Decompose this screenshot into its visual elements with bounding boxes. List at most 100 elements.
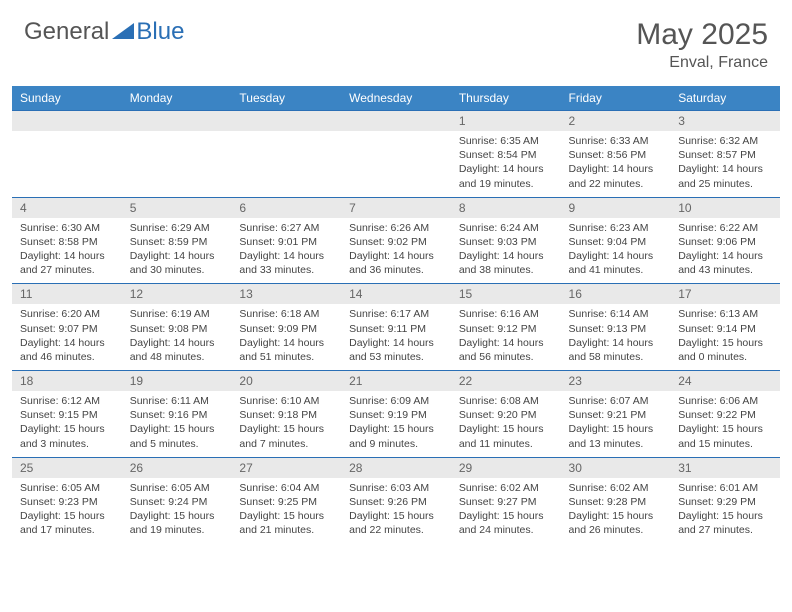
sunset-text: Sunset: 9:03 PM — [459, 235, 553, 249]
day-content-row: Sunrise: 6:12 AMSunset: 9:15 PMDaylight:… — [12, 391, 780, 457]
day-content-cell: Sunrise: 6:16 AMSunset: 9:12 PMDaylight:… — [451, 304, 561, 370]
sunset-text: Sunset: 8:58 PM — [20, 235, 114, 249]
daylight-text: Daylight: 14 hours and 48 minutes. — [130, 336, 224, 364]
sunset-text: Sunset: 9:07 PM — [20, 322, 114, 336]
sunset-text: Sunset: 9:11 PM — [349, 322, 443, 336]
day-number-cell: 8 — [451, 197, 561, 218]
sunrise-text: Sunrise: 6:22 AM — [678, 221, 772, 235]
sunrise-text: Sunrise: 6:20 AM — [20, 307, 114, 321]
day-content-cell: Sunrise: 6:10 AMSunset: 9:18 PMDaylight:… — [231, 391, 341, 457]
day-number-cell: 31 — [670, 457, 780, 478]
daylight-text: Daylight: 15 hours and 3 minutes. — [20, 422, 114, 450]
daylight-text: Daylight: 15 hours and 7 minutes. — [239, 422, 333, 450]
day-content-cell: Sunrise: 6:08 AMSunset: 9:20 PMDaylight:… — [451, 391, 561, 457]
day-content-cell — [231, 131, 341, 197]
day-content-cell: Sunrise: 6:07 AMSunset: 9:21 PMDaylight:… — [561, 391, 671, 457]
daylight-text: Daylight: 14 hours and 43 minutes. — [678, 249, 772, 277]
logo: General Blue — [24, 18, 184, 46]
sunrise-text: Sunrise: 6:27 AM — [239, 221, 333, 235]
sunrise-text: Sunrise: 6:06 AM — [678, 394, 772, 408]
daylight-text: Daylight: 15 hours and 17 minutes. — [20, 509, 114, 537]
day-number: 8 — [459, 201, 466, 215]
sunrise-text: Sunrise: 6:12 AM — [20, 394, 114, 408]
day-content-cell: Sunrise: 6:05 AMSunset: 9:24 PMDaylight:… — [122, 478, 232, 544]
sunrise-text: Sunrise: 6:16 AM — [459, 307, 553, 321]
daylight-text: Daylight: 15 hours and 22 minutes. — [349, 509, 443, 537]
day-number-cell: 30 — [561, 457, 671, 478]
logo-triangle-icon — [112, 21, 134, 44]
sunset-text: Sunset: 9:20 PM — [459, 408, 553, 422]
sunset-text: Sunset: 9:18 PM — [239, 408, 333, 422]
day-number: 13 — [239, 287, 252, 301]
sunrise-text: Sunrise: 6:02 AM — [569, 481, 663, 495]
day-number: 2 — [569, 114, 576, 128]
day-number-cell: 28 — [341, 457, 451, 478]
logo-text-general: General — [24, 18, 109, 46]
day-content-cell: Sunrise: 6:20 AMSunset: 9:07 PMDaylight:… — [12, 304, 122, 370]
day-number-cell: 19 — [122, 371, 232, 392]
sunrise-text: Sunrise: 6:07 AM — [569, 394, 663, 408]
sunrise-text: Sunrise: 6:03 AM — [349, 481, 443, 495]
sunset-text: Sunset: 9:29 PM — [678, 495, 772, 509]
sunset-text: Sunset: 8:59 PM — [130, 235, 224, 249]
day-number-cell: 22 — [451, 371, 561, 392]
sunrise-text: Sunrise: 6:14 AM — [569, 307, 663, 321]
sunset-text: Sunset: 9:09 PM — [239, 322, 333, 336]
daylight-text: Daylight: 14 hours and 41 minutes. — [569, 249, 663, 277]
sunrise-text: Sunrise: 6:11 AM — [130, 394, 224, 408]
day-number: 7 — [349, 201, 356, 215]
daylight-text: Daylight: 14 hours and 30 minutes. — [130, 249, 224, 277]
daylight-text: Daylight: 15 hours and 11 minutes. — [459, 422, 553, 450]
daylight-text: Daylight: 15 hours and 9 minutes. — [349, 422, 443, 450]
day-header: Saturday — [670, 86, 780, 111]
day-number-cell: 18 — [12, 371, 122, 392]
day-number: 30 — [569, 461, 582, 475]
daylight-text: Daylight: 14 hours and 53 minutes. — [349, 336, 443, 364]
day-number: 25 — [20, 461, 33, 475]
sunset-text: Sunset: 9:04 PM — [569, 235, 663, 249]
day-header: Monday — [122, 86, 232, 111]
day-number: 23 — [569, 374, 582, 388]
day-content-cell: Sunrise: 6:18 AMSunset: 9:09 PMDaylight:… — [231, 304, 341, 370]
day-number: 16 — [569, 287, 582, 301]
day-number-cell: 13 — [231, 284, 341, 305]
day-number-cell: 9 — [561, 197, 671, 218]
sunrise-text: Sunrise: 6:17 AM — [349, 307, 443, 321]
sunset-text: Sunset: 8:54 PM — [459, 148, 553, 162]
day-number: 6 — [239, 201, 246, 215]
day-number-row: 1819 20 21 22 23 24 — [12, 371, 780, 392]
day-number: 22 — [459, 374, 472, 388]
day-number-cell — [12, 111, 122, 132]
day-number-row: 123 — [12, 111, 780, 132]
day-number-cell: 21 — [341, 371, 451, 392]
page-title: May 2025 — [636, 18, 768, 52]
daylight-text: Daylight: 14 hours and 33 minutes. — [239, 249, 333, 277]
day-content-cell: Sunrise: 6:13 AMSunset: 9:14 PMDaylight:… — [670, 304, 780, 370]
day-content-cell: Sunrise: 6:09 AMSunset: 9:19 PMDaylight:… — [341, 391, 451, 457]
day-header: Sunday — [12, 86, 122, 111]
sunset-text: Sunset: 9:27 PM — [459, 495, 553, 509]
day-number: 29 — [459, 461, 472, 475]
sunrise-text: Sunrise: 6:19 AM — [130, 307, 224, 321]
sunrise-text: Sunrise: 6:23 AM — [569, 221, 663, 235]
day-content-cell: Sunrise: 6:32 AMSunset: 8:57 PMDaylight:… — [670, 131, 780, 197]
day-number-cell: 15 — [451, 284, 561, 305]
sunset-text: Sunset: 9:22 PM — [678, 408, 772, 422]
daylight-text: Daylight: 15 hours and 5 minutes. — [130, 422, 224, 450]
day-content-cell: Sunrise: 6:02 AMSunset: 9:27 PMDaylight:… — [451, 478, 561, 544]
day-number: 24 — [678, 374, 691, 388]
day-number-cell — [231, 111, 341, 132]
day-header: Wednesday — [341, 86, 451, 111]
day-header: Friday — [561, 86, 671, 111]
day-content-row: Sunrise: 6:35 AMSunset: 8:54 PMDaylight:… — [12, 131, 780, 197]
day-number-cell: 6 — [231, 197, 341, 218]
day-content-cell: Sunrise: 6:04 AMSunset: 9:25 PMDaylight:… — [231, 478, 341, 544]
day-number: 20 — [239, 374, 252, 388]
day-content-row: Sunrise: 6:20 AMSunset: 9:07 PM Daylight:… — [12, 304, 780, 370]
day-number-cell: 2 — [561, 111, 671, 132]
sunset-text: Sunset: 8:56 PM — [569, 148, 663, 162]
day-number: 9 — [569, 201, 576, 215]
day-number: 4 — [20, 201, 27, 215]
day-number: 15 — [459, 287, 472, 301]
sunrise-text: Sunrise: 6:35 AM — [459, 134, 553, 148]
